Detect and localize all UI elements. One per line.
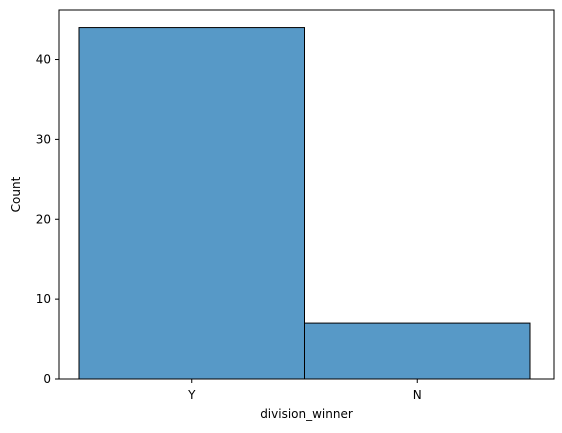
y-tick-label: 40: [36, 53, 51, 67]
bars-layer: [78, 27, 531, 380]
x-axis-label: division_winner: [260, 407, 353, 421]
x-tick-label: Y: [187, 388, 196, 402]
y-axis-label: Count: [9, 176, 23, 212]
x-tick-label: N: [413, 388, 422, 402]
plot-frame: [58, 9, 555, 380]
bar-n: [304, 322, 531, 380]
bar-y: [78, 27, 305, 380]
y-tick-label: 10: [36, 292, 51, 306]
y-tick-label: 30: [36, 132, 51, 146]
y-axis-ticks: 0 10 20 30 40: [36, 53, 59, 386]
y-tick-label: 0: [43, 372, 51, 386]
y-tick-label: 20: [36, 212, 51, 226]
